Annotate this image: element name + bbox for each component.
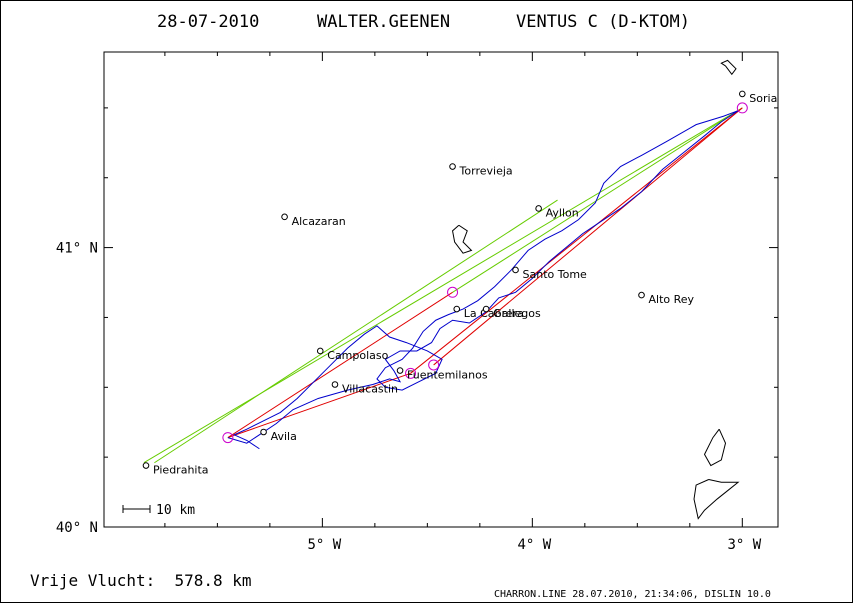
place-label: Villacastin: [342, 383, 398, 396]
x-tick-label-5w: 5° W: [308, 537, 342, 553]
task-legs: [143, 107, 743, 464]
place-label: Ayllon: [546, 206, 579, 219]
flight-track: [227, 110, 739, 450]
place-markers: Soria Torrevieja Ayllon Alcazaran Santo Tome…: [142, 90, 777, 477]
turnpoint-circles: [222, 102, 748, 444]
place-label: Alcazaran: [292, 215, 346, 228]
water-outline: [703, 428, 727, 467]
red-leg: [433, 107, 743, 366]
place-marker: [449, 163, 456, 170]
place-marker: [638, 291, 645, 299]
red-leg: [410, 107, 743, 374]
place-label: Alto Rey: [649, 293, 695, 306]
place-marker: [482, 305, 490, 313]
place-label: Campolaso: [327, 349, 388, 362]
scale-bar: 10 km: [122, 503, 195, 518]
place-label: Torrevieja: [459, 165, 513, 178]
place-label: Fuentemilanos: [407, 369, 488, 382]
turnpoint-circle: [222, 432, 234, 444]
y-tick-label-41n: 41° N: [56, 241, 98, 257]
place-marker: [331, 381, 339, 388]
place-marker: [142, 462, 150, 469]
green-leg: [143, 107, 743, 464]
water-bodies: [452, 59, 740, 520]
place-marker: [396, 367, 404, 374]
place-label: Soria: [749, 92, 777, 105]
water-outline: [452, 224, 473, 254]
place-marker: [260, 428, 267, 436]
axis-ticks: [104, 52, 778, 528]
plot-area: [103, 51, 779, 528]
place-marker: [739, 90, 746, 98]
footer-credit: CHARRON.LINE 28.07.2010, 21:34:06, DISLI…: [494, 589, 771, 600]
pilot-name: WALTER.GEENEN: [317, 12, 450, 32]
place-marker: [512, 266, 519, 274]
green-leg: [154, 199, 558, 464]
place-label: Avila: [271, 430, 297, 443]
place-label: Piedrahita: [153, 464, 209, 477]
place-label: La Cabrera: [464, 307, 524, 320]
flight-date: 28-07-2010: [157, 12, 259, 32]
red-leg: [227, 372, 411, 439]
x-tick-label-3w: 3° W: [727, 537, 761, 553]
x-tick-label-4w: 4° W: [517, 537, 551, 553]
place-label: Gallegos: [493, 307, 541, 320]
turnpoint-circle: [736, 102, 748, 114]
glider-name: VENTUS C (D-KTOM): [516, 12, 690, 32]
turnpoint-circle: [428, 359, 440, 371]
red-leg: [227, 291, 453, 439]
turnpoint-circle: [405, 367, 417, 379]
place-marker: [281, 213, 288, 221]
turnpoint-circle: [447, 286, 459, 298]
water-outline: [693, 479, 740, 520]
green-leg: [452, 107, 743, 293]
place-label: Santo Tome: [523, 268, 588, 281]
place-marker: [316, 347, 324, 355]
place-marker: [453, 305, 461, 313]
free-flight-distance: Vrije Vlucht: 578.8 km: [30, 571, 252, 590]
place-marker: [535, 205, 542, 212]
y-tick-label-40n: 40° N: [56, 520, 98, 536]
scale-bar-label: 10 km: [156, 503, 195, 518]
water-outline: [720, 59, 737, 76]
